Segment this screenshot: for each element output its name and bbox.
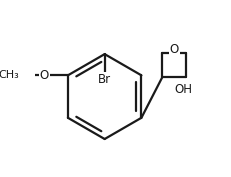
Text: Br: Br [98,73,111,86]
Text: O: O [39,69,49,82]
Text: OH: OH [173,83,191,96]
Text: O: O [169,42,178,56]
Text: CH₃: CH₃ [0,70,18,80]
